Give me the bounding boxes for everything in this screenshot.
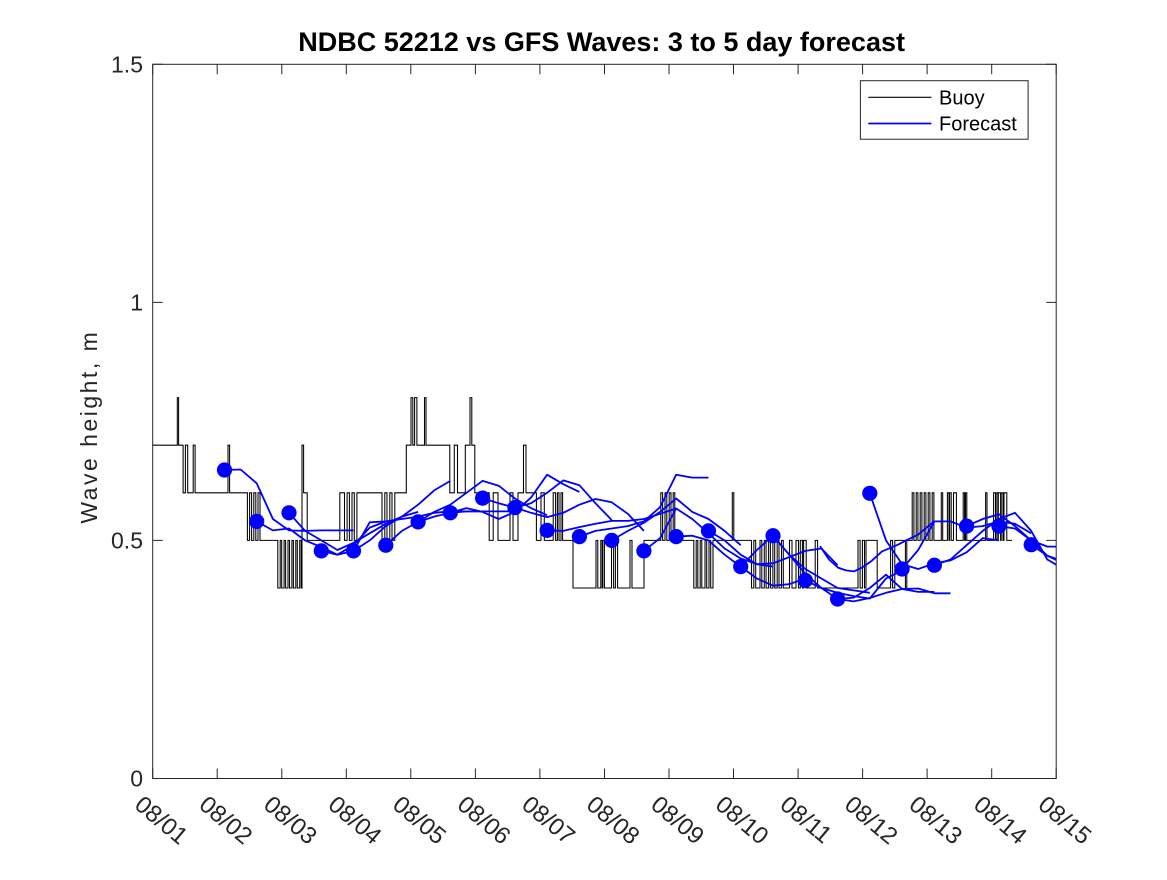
svg-text:Wave height, m: Wave height, m <box>76 330 102 524</box>
svg-text:0: 0 <box>130 766 143 792</box>
svg-text:Forecast: Forecast <box>939 114 1017 136</box>
svg-text:NDBC 52212 vs GFS Waves: 3 to: NDBC 52212 vs GFS Waves: 3 to 5 day fore… <box>298 27 905 57</box>
svg-text:1.5: 1.5 <box>111 51 143 77</box>
svg-text:1: 1 <box>130 289 143 315</box>
svg-text:0.5: 0.5 <box>111 528 143 554</box>
svg-text:Buoy: Buoy <box>939 87 985 109</box>
